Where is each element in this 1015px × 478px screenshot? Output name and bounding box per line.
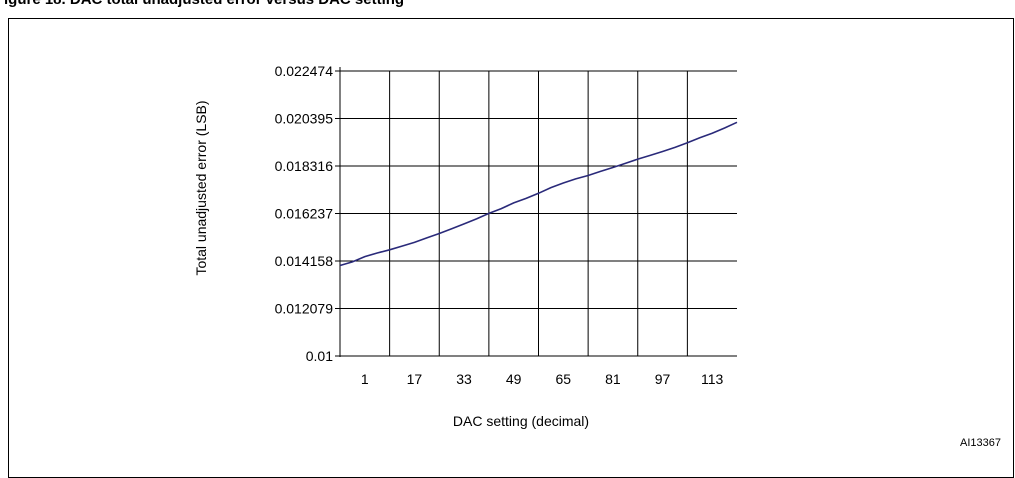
axes: [335, 67, 737, 357]
y-tick-label: 0.012079: [275, 301, 334, 317]
y-tick-labels: 0.01 0.012079 0.014158 0.016237 0.018316 0.02…: [275, 63, 334, 364]
figure-reference-code: AI13367: [960, 437, 1001, 449]
y-tick-label: 0.014158: [275, 253, 334, 269]
x-tick-label: 33: [456, 371, 472, 387]
x-tick-label: 65: [556, 371, 572, 387]
grid-lines: [340, 70, 737, 356]
y-tick-label: 0.022474: [275, 63, 334, 79]
x-tick-label: 97: [655, 371, 671, 387]
x-tick-label: 17: [407, 371, 423, 387]
series-line: [339, 121, 738, 267]
x-tick-labels: 1 17 33 49 65 81 97 113: [361, 371, 724, 387]
y-tick-label: 0.01: [306, 348, 333, 364]
y-axis-label: Total unadjusted error (LSB): [193, 100, 209, 275]
figure-title: igure 18. DAC total unadjusted error ver…: [4, 0, 404, 8]
y-tick-label: 0.018316: [275, 158, 334, 174]
y-tick-label: 0.016237: [275, 206, 334, 222]
x-tick-label: 81: [605, 371, 621, 387]
figure-title-strip: igure 18. DAC total unadjusted error ver…: [0, 0, 1015, 18]
x-tick-label: 49: [506, 371, 522, 387]
x-tick-label: 113: [701, 371, 724, 387]
y-tick-label: 0.020395: [275, 111, 334, 127]
series-lines: [339, 121, 738, 267]
x-tick-label: 1: [361, 371, 369, 387]
x-axis-label: DAC setting (decimal): [453, 413, 589, 429]
